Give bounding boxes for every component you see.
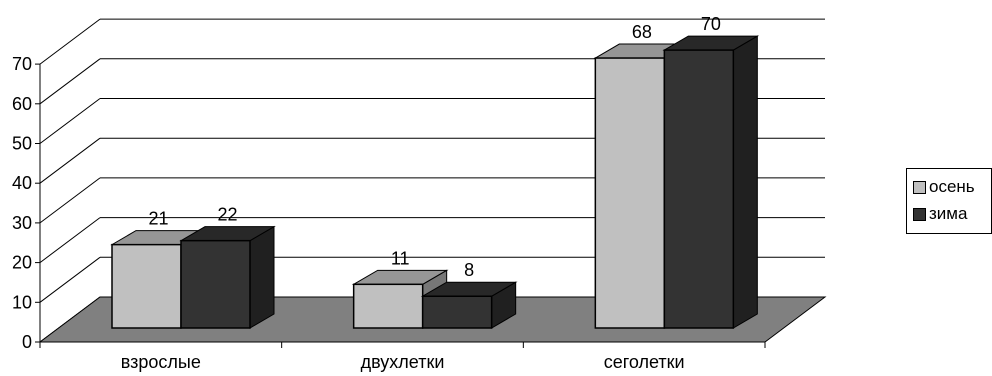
data-label: 8 <box>464 260 474 280</box>
data-labels: 21 22 11 8 68 70 <box>148 14 720 280</box>
y-tick-label: 70 <box>12 54 32 74</box>
y-tick-label: 60 <box>12 94 32 114</box>
x-tick-label: двухлетки <box>361 352 445 372</box>
legend-item-autumn: осень <box>913 177 975 197</box>
legend-item-winter: зима <box>913 204 967 224</box>
y-tick-label: 50 <box>12 134 32 154</box>
bar <box>179 225 276 329</box>
legend-label-autumn: осень <box>929 177 975 196</box>
bar-front <box>594 57 666 329</box>
y-tick-label: 30 <box>12 213 32 233</box>
x-tick-label: взрослые <box>121 352 201 372</box>
gridline-diagonal <box>39 18 101 65</box>
bar-front <box>663 49 735 329</box>
gridline-diagonal <box>39 177 101 224</box>
y-tick-label: 20 <box>12 253 32 273</box>
gridline-diagonal <box>39 58 101 105</box>
legend-label-winter: зима <box>929 204 968 223</box>
bar-front <box>352 283 424 329</box>
y-tick-label: 40 <box>12 173 32 193</box>
bars <box>110 35 760 329</box>
gridline-diagonal <box>39 256 101 303</box>
gridline-diagonal <box>39 217 101 264</box>
y-tick-label: 10 <box>12 292 32 312</box>
legend: осень зима <box>906 168 992 234</box>
gridline-diagonal <box>39 137 101 184</box>
axes: 0 10 20 30 40 50 60 70 взрослые двухлетки сеголетк… <box>12 54 766 372</box>
bar <box>420 281 518 329</box>
legend-swatch-autumn <box>913 180 926 194</box>
data-label: 70 <box>701 14 721 34</box>
bar-side <box>732 35 758 329</box>
gridline-diagonal <box>39 98 101 144</box>
data-label: 22 <box>217 205 237 225</box>
bar <box>662 35 760 329</box>
bar-side <box>249 225 275 329</box>
bar-front <box>180 239 251 329</box>
data-label: 68 <box>632 22 652 42</box>
x-tick-label: сеголетки <box>604 352 685 372</box>
data-label: 21 <box>148 209 168 229</box>
data-label: 11 <box>391 248 410 268</box>
bar-front <box>421 295 493 329</box>
legend-swatch-winter <box>913 207 926 221</box>
y-tick-label: 0 <box>22 332 32 352</box>
bar-front <box>111 243 182 329</box>
